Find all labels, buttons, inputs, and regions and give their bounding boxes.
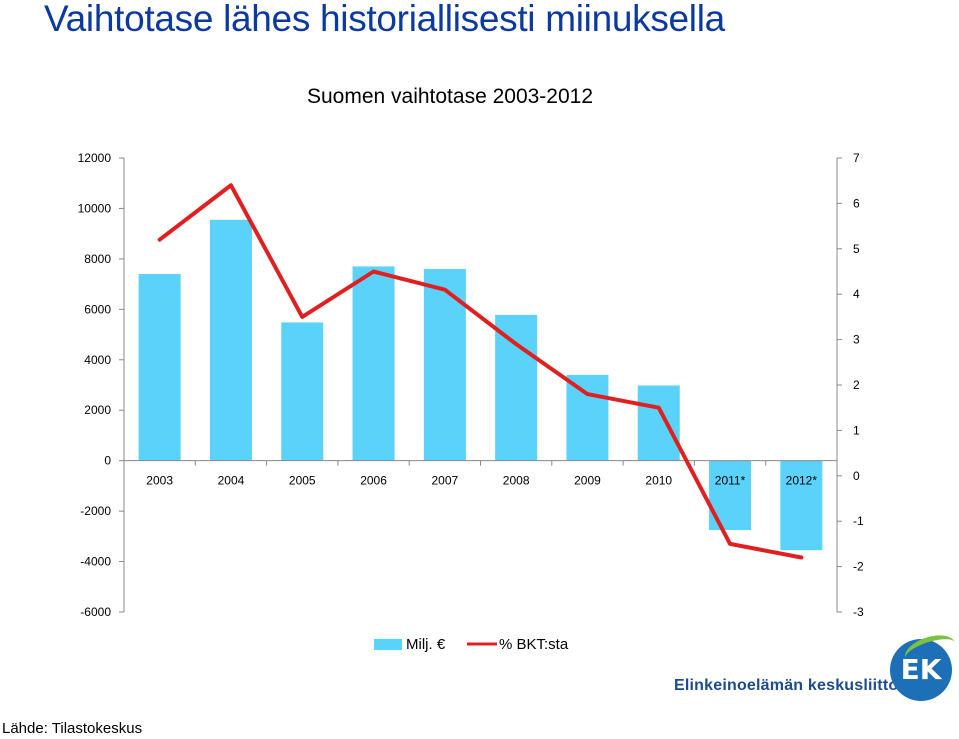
y-tick-label-left: 8000: [84, 252, 111, 266]
bar-2003: [138, 274, 181, 461]
bar-2005: [281, 322, 324, 461]
x-tick-label: 2005: [289, 474, 316, 488]
x-tick-label: 2003: [146, 474, 173, 488]
line-point-2010: [657, 406, 661, 410]
x-tick-label: 2007: [431, 474, 458, 488]
bar-2012*: [780, 460, 823, 551]
line-point-2004: [229, 183, 233, 187]
bar-2006: [352, 266, 395, 461]
line-point-2012*: [799, 556, 803, 560]
y-tick-label-right: -2: [853, 560, 864, 574]
y-tick-label-left: 12000: [78, 151, 112, 165]
x-tick-label: 2009: [574, 474, 601, 488]
line-point-2005: [300, 315, 304, 319]
x-tick-label: 2008: [503, 474, 530, 488]
y-tick-label-right: 7: [853, 151, 860, 165]
slide-title: Vaihtotase lähes historiallisesti miinuk…: [44, 0, 725, 39]
y-tick-label-left: 0: [104, 454, 111, 468]
line-point-2007: [443, 288, 447, 292]
y-tick-label-right: 2: [853, 378, 860, 392]
legend-label-bars: Milj. €: [406, 636, 446, 653]
line-point-2009: [585, 392, 589, 396]
line-series-bkt: [157, 183, 804, 560]
x-tick-label: 2012*: [786, 474, 818, 488]
y-tick-label-right: 0: [853, 469, 860, 483]
y-tick-label-right: 5: [853, 242, 860, 256]
y-tick-label-right: -3: [853, 605, 864, 619]
y-tick-label-left: 10000: [78, 201, 112, 215]
x-tick-label: 2011*: [715, 474, 746, 488]
bar-2008: [495, 314, 538, 461]
chart-title: Suomen vaihtotase 2003-2012: [306, 85, 594, 108]
x-tick-label: 2004: [218, 474, 245, 488]
y-tick-label-right: 1: [853, 423, 860, 437]
source-note: Lähde: Tilastokeskus: [2, 720, 143, 737]
logo-badge: EK: [890, 639, 952, 701]
line-point-2003: [158, 238, 162, 242]
y-tick-label-right: -1: [853, 514, 864, 528]
ek-logo: Elinkeinoelämän keskusliitto EK: [668, 629, 959, 712]
logo-badge-text: EK: [900, 653, 942, 686]
legend-label-line: % BKT:sta: [499, 636, 569, 653]
line-point-2006: [372, 270, 376, 273]
y-tick-label-left: -6000: [80, 605, 111, 619]
y-tick-label-right: 4: [853, 287, 860, 301]
y-tick-label-left: 6000: [84, 302, 111, 316]
bar-2004: [209, 219, 252, 461]
legend-swatch-bars: [374, 639, 402, 650]
y-tick-label-left: -2000: [80, 504, 111, 518]
y-tick-label-left: -4000: [80, 555, 111, 569]
logo-text: Elinkeinoelämän keskusliitto: [674, 677, 899, 694]
line-point-2008: [514, 342, 518, 346]
bar-2007: [423, 268, 466, 461]
y-tick-label-left: 2000: [84, 403, 111, 417]
y-tick-label-right: 3: [853, 333, 860, 347]
x-tick-label: 2006: [360, 474, 387, 488]
line-point-2011*: [728, 542, 732, 546]
x-tick-label: 2010: [645, 474, 672, 488]
bar-2009: [566, 374, 609, 461]
bar-2010: [637, 385, 680, 461]
y-tick-label-left: 4000: [84, 353, 111, 367]
y-tick-label-right: 6: [853, 196, 860, 210]
